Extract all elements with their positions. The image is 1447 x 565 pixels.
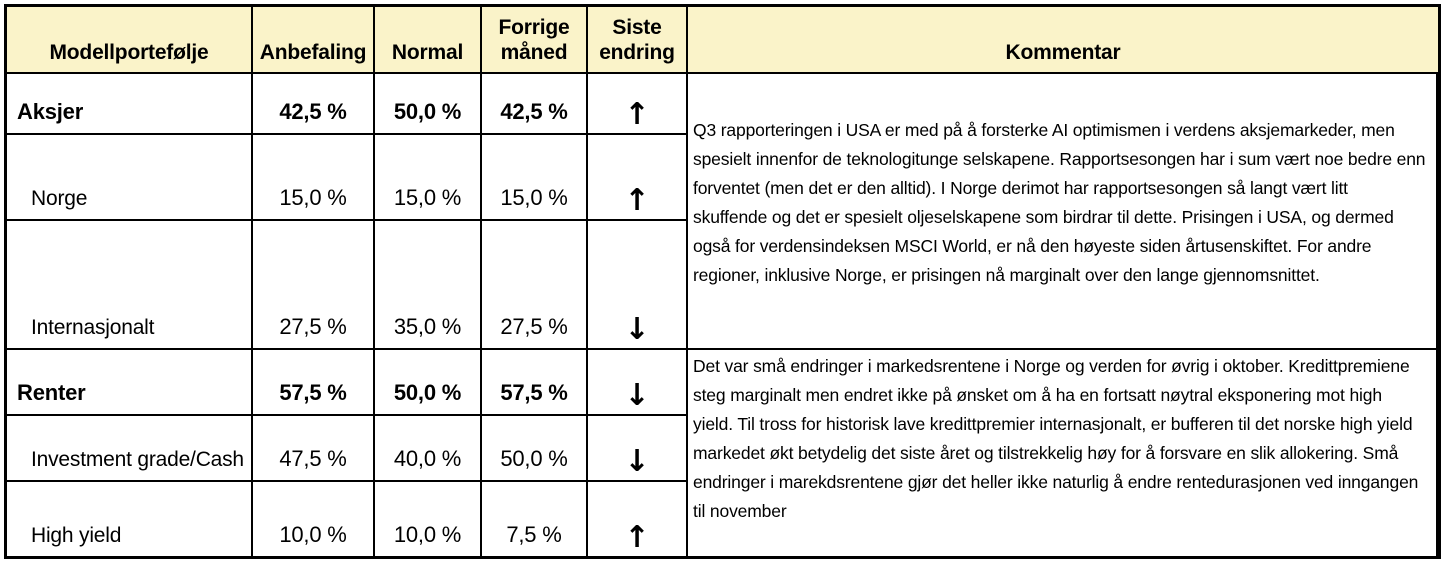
- row-label-high-yield: High yield: [7, 482, 253, 556]
- model-portfolio-table: Modellportefølje Anbefaling Normal Forri…: [4, 4, 1441, 559]
- trend-down-arrow-icon: ↓: [588, 416, 688, 482]
- table-grid: Modellportefølje Anbefaling Normal Forri…: [7, 7, 1438, 556]
- row-label-renter: Renter: [7, 350, 253, 416]
- column-header-anbefaling: Anbefaling: [253, 7, 375, 74]
- anbefaling-value: 57,5 %: [253, 350, 375, 416]
- column-header-forrige-maned: Forrige måned: [482, 7, 588, 74]
- forrige-maned-value: 50,0 %: [482, 416, 588, 482]
- anbefaling-value: 15,0 %: [253, 135, 375, 221]
- forrige-maned-value: 27,5 %: [482, 221, 588, 350]
- normal-value: 35,0 %: [375, 221, 482, 350]
- normal-value: 15,0 %: [375, 135, 482, 221]
- column-header-modellportefolje: Modellportefølje: [7, 7, 253, 74]
- normal-value: 10,0 %: [375, 482, 482, 556]
- trend-down-arrow-icon: ↓: [588, 350, 688, 416]
- forrige-maned-value: 57,5 %: [482, 350, 588, 416]
- anbefaling-value: 10,0 %: [253, 482, 375, 556]
- trend-up-arrow-icon: ↑: [588, 482, 688, 556]
- row-label-norge: Norge: [7, 135, 253, 221]
- row-label-aksjer: Aksjer: [7, 74, 253, 135]
- normal-value: 50,0 %: [375, 74, 482, 135]
- forrige-maned-value: 7,5 %: [482, 482, 588, 556]
- trend-up-arrow-icon: ↑: [588, 74, 688, 135]
- row-label-investment-grade-cash: Investment grade/Cash: [7, 416, 253, 482]
- comment-aksjer: Q3 rapporteringen i USA er med på å fors…: [688, 74, 1438, 350]
- normal-value: 40,0 %: [375, 416, 482, 482]
- trend-down-arrow-icon: ↓: [588, 221, 688, 350]
- column-header-siste-endring: Siste endring: [588, 7, 688, 74]
- comment-renter: Det var små endringer i markedsrentene i…: [688, 350, 1438, 556]
- forrige-maned-value: 15,0 %: [482, 135, 588, 221]
- anbefaling-value: 47,5 %: [253, 416, 375, 482]
- forrige-maned-value: 42,5 %: [482, 74, 588, 135]
- trend-up-arrow-icon: ↑: [588, 135, 688, 221]
- column-header-kommentar: Kommentar: [688, 7, 1438, 74]
- anbefaling-value: 27,5 %: [253, 221, 375, 350]
- anbefaling-value: 42,5 %: [253, 74, 375, 135]
- column-header-normal: Normal: [375, 7, 482, 74]
- normal-value: 50,0 %: [375, 350, 482, 416]
- row-label-internasjonalt: Internasjonalt: [7, 221, 253, 350]
